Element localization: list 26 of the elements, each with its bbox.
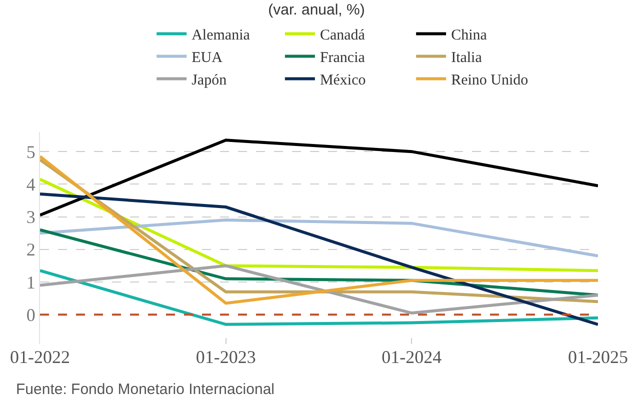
legend-label: Reino Unido xyxy=(451,72,528,89)
y-tick-label: 1 xyxy=(26,272,36,292)
legend-label: EUA xyxy=(192,50,223,66)
legend-label: China xyxy=(451,28,488,44)
legend-label: México xyxy=(320,72,366,89)
legend-label: Japón xyxy=(192,72,228,89)
x-tick-label: 01-2024 xyxy=(382,347,442,367)
y-tick-label: 0 xyxy=(26,304,36,325)
legend-label: Alemania xyxy=(192,28,250,44)
line-series xyxy=(40,264,598,315)
legend-label: Italia xyxy=(451,50,482,66)
legend-label: Canadá xyxy=(320,28,366,44)
legend-label: Francia xyxy=(320,50,366,66)
y-tick-label: 4 xyxy=(26,174,36,194)
x-tick-label: 01-2022 xyxy=(10,347,70,367)
line-series xyxy=(40,218,598,258)
x-tick-label: 01-2023 xyxy=(196,347,256,367)
line-series xyxy=(40,192,598,326)
y-tick-label: 5 xyxy=(26,142,36,162)
line-series xyxy=(40,269,598,326)
y-tick-label: 2 xyxy=(26,240,36,260)
x-tick-label: 01-2025 xyxy=(568,347,628,367)
source-note: Fuente: Fondo Monetario Internacional xyxy=(16,381,274,398)
chart-title: (var. anual, %) xyxy=(268,2,365,19)
line-series xyxy=(40,138,598,217)
y-tick-label: 3 xyxy=(26,207,36,228)
